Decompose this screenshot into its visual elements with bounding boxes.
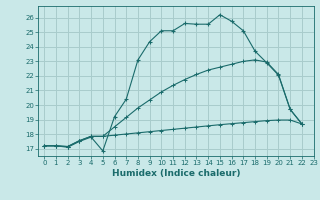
- X-axis label: Humidex (Indice chaleur): Humidex (Indice chaleur): [112, 169, 240, 178]
